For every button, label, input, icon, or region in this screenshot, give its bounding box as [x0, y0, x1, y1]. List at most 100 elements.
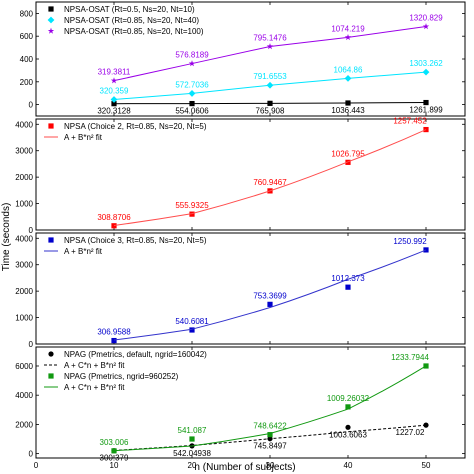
data-label: 1261.899: [409, 106, 443, 115]
data-point: [47, 27, 55, 34]
y-axis-label: Time (seconds): [1, 203, 12, 272]
y-tick-label: 1000: [15, 314, 33, 323]
legend-entry: A + B*n² fit: [64, 247, 103, 256]
data-point: [345, 424, 351, 430]
data-label: 1303.262: [409, 59, 443, 68]
data-point: [422, 23, 430, 30]
panel-2: 0 1000 2000 3000 4000 308.8706 555.9325 760.946…: [15, 117, 466, 235]
legend-entry: NPAG (Pmetrics, ngrid=960252): [64, 372, 179, 381]
y-tick-label: 4000: [15, 120, 33, 129]
y-tick-label: 6000: [15, 362, 33, 371]
legend-entry: A + B*n² fit: [64, 133, 103, 142]
data-label: 1257.452: [393, 117, 427, 126]
data-label: 300.379: [100, 454, 129, 463]
data-label: 1036.443: [331, 106, 365, 115]
x-tick-label: 30: [266, 461, 275, 470]
data-point: [266, 81, 274, 89]
legend-entry: NPSA-OSAT (Rt=0.85, Ns=20, Nt=100): [64, 27, 204, 36]
y-tick-label: 2000: [15, 173, 33, 182]
data-label: 554.0606: [175, 107, 209, 116]
y-tick-label: 4000: [15, 234, 33, 243]
legend-entry: A + C*n + B*n² fit: [64, 383, 125, 392]
data-label: 1003.6063: [329, 430, 367, 439]
data-label: 753.3699: [253, 291, 287, 300]
y-tick-label: 3000: [15, 147, 33, 156]
data-point: [344, 74, 352, 82]
data-point: [267, 432, 273, 438]
data-point: [110, 96, 118, 103]
data-label: 1233.7944: [391, 353, 429, 362]
series-fit-line: [113, 249, 427, 341]
data-point: [111, 223, 117, 229]
data-label: 306.9588: [97, 328, 131, 337]
data-label: 745.8497: [253, 442, 287, 451]
legend-entry: NPSA (Choice 2, Rt=0.85, Ns=20, Nt=5): [64, 122, 207, 131]
data-point: [267, 100, 273, 106]
x-tick-label: 40: [344, 461, 353, 470]
data-point: [48, 237, 54, 243]
data-point: [48, 373, 54, 379]
legend-entry: NPSA-OSAT (Rt=0.85, Ns=20, Nt=40): [64, 16, 199, 25]
legend-entry: NPSA-OSAT (Rt=0.5, Ns=20, Nt=10): [64, 5, 195, 14]
data-point: [48, 6, 54, 12]
y-tick-label: 3000: [15, 261, 33, 270]
data-label: 795.1476: [253, 33, 287, 42]
panel-3: 0 1000 2000 3000 4000 306.9588 540.6081 753.369…: [15, 232, 466, 349]
y-tick-label: 800: [20, 9, 34, 18]
data-label: 1074.219: [331, 24, 365, 33]
data-label: 1250.992: [393, 237, 427, 246]
data-label: 555.9325: [175, 201, 209, 210]
x-tick-label: 0: [34, 461, 39, 470]
data-point: [422, 68, 430, 76]
y-tick-label: 4000: [15, 391, 33, 400]
data-point: [189, 211, 195, 217]
data-point: [344, 33, 352, 41]
y-tick-label: 0: [29, 450, 34, 459]
data-point: [189, 327, 195, 333]
y-tick-label: 2000: [15, 287, 33, 296]
data-label: 540.6081: [175, 317, 209, 326]
data-point: [423, 247, 429, 253]
data-point: [111, 337, 117, 344]
data-point: [110, 77, 118, 84]
y-tick-label: 600: [20, 32, 34, 41]
data-point: [189, 100, 195, 107]
data-point: [423, 422, 429, 428]
y-tick-label: 400: [20, 55, 34, 64]
data-label: 791.6553: [253, 72, 287, 81]
data-label: 748.6422: [253, 422, 287, 431]
data-point: [345, 100, 351, 106]
data-label: 760.9467: [253, 178, 287, 187]
data-label: 765.908: [256, 106, 285, 115]
panel-4: 0 2000 4000 6000 0 10 20 30 40 50 300.379 542.04938…: [15, 346, 466, 470]
data-label: 542.04938: [173, 449, 211, 458]
data-label: 576.8189: [175, 51, 209, 60]
y-tick-label: 0: [29, 101, 34, 110]
data-label: 303.006: [100, 438, 129, 447]
data-label: 1320.829: [409, 14, 443, 23]
data-label: 320.359: [100, 86, 129, 95]
data-point: [188, 90, 196, 97]
data-label: 572.7036: [175, 80, 209, 89]
data-label: 1009.26032: [327, 394, 370, 403]
data-point: [48, 351, 54, 357]
data-point: [345, 284, 351, 290]
legend-entry: A + C*n + B*n² fit: [64, 361, 125, 370]
data-label: 320.3128: [97, 107, 131, 116]
y-tick-label: 1000: [15, 200, 33, 209]
plot-frame: [35, 232, 466, 345]
y-tick-label: 0: [29, 340, 34, 349]
legend-entry: NPAG (Pmetrics, default, ngrid=160042): [64, 350, 207, 359]
legend-entry: NPSA (Choice 3, Rt=0.85, Ns=20, Nt=5): [64, 236, 207, 245]
data-label: 319.3811: [98, 68, 131, 77]
y-tick-label: 0: [29, 226, 34, 235]
data-point: [423, 99, 429, 106]
x-axis-label: n (Number of subjects): [194, 462, 295, 473]
x-tick-label: 50: [422, 461, 431, 470]
x-tick-label: 20: [188, 461, 197, 470]
panel-1: 0 200 400 600 800 320.3128 554.0606 765.908 1036…: [20, 1, 466, 117]
series-fit-line: [113, 365, 427, 452]
data-label: 541.087: [178, 426, 207, 435]
data-label: 1026.795: [331, 149, 365, 158]
plot-frame: [35, 346, 466, 459]
